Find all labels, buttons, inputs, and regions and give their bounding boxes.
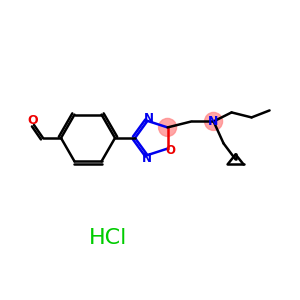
Text: N: N: [208, 115, 219, 128]
Circle shape: [159, 118, 177, 136]
Text: N: N: [141, 152, 152, 165]
Text: HCl: HCl: [89, 228, 127, 248]
Circle shape: [205, 112, 223, 130]
Text: N: N: [143, 112, 153, 125]
Text: O: O: [166, 144, 176, 157]
Text: O: O: [28, 115, 38, 128]
